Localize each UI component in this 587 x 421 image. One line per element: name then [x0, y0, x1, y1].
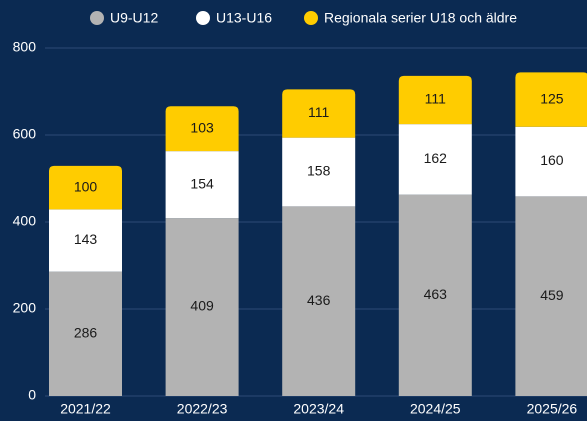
data-label: 409 — [190, 298, 214, 314]
data-label: 158 — [307, 163, 331, 179]
x-tick-label: 2022/23 — [177, 401, 228, 417]
data-label: 103 — [190, 119, 214, 135]
data-label: 436 — [307, 292, 331, 308]
bar-segment — [165, 218, 239, 396]
bar-segment — [398, 75, 472, 125]
data-label: 100 — [74, 178, 98, 194]
bar-segment — [49, 271, 122, 396]
x-tick-label: 2024/25 — [410, 401, 461, 417]
bar-segment — [515, 72, 587, 127]
data-label: 111 — [425, 91, 446, 107]
bar-segment — [282, 137, 356, 207]
bar-segment — [398, 194, 472, 396]
bar-segment — [49, 209, 122, 272]
x-tick-label: 2025/26 — [527, 401, 578, 417]
bar-segment — [282, 206, 356, 396]
y-tick-label: 800 — [13, 39, 37, 55]
data-label: 111 — [308, 104, 329, 120]
legend-swatch — [196, 11, 210, 25]
y-tick-label: 400 — [13, 213, 37, 229]
legend-label: U13-U16 — [216, 10, 272, 26]
data-label: 463 — [424, 286, 448, 302]
data-label: 162 — [424, 150, 448, 166]
data-label: 143 — [74, 231, 98, 247]
bar-segment — [515, 196, 587, 396]
x-tick-label: 2021/22 — [60, 401, 111, 417]
data-label: 286 — [74, 324, 98, 340]
bar-segment — [515, 126, 587, 197]
bar-segment — [165, 151, 239, 219]
data-label: 160 — [540, 152, 564, 168]
data-label: 154 — [190, 175, 214, 191]
bar-segment — [398, 124, 472, 195]
legend-swatch — [304, 11, 318, 25]
legend-label: Regionala serier U18 och äldre — [324, 10, 517, 26]
legend-label: U9-U12 — [110, 10, 158, 26]
y-tick-label: 200 — [13, 300, 37, 316]
y-tick-label: 0 — [28, 387, 36, 403]
data-label: 125 — [540, 90, 564, 106]
bar-segment — [165, 106, 239, 152]
legend-swatch — [90, 11, 104, 25]
y-tick-label: 600 — [13, 126, 37, 142]
bar-segment — [49, 165, 122, 210]
data-label: 459 — [540, 287, 564, 303]
bar-segment — [282, 89, 356, 138]
x-tick-label: 2023/24 — [293, 401, 344, 417]
